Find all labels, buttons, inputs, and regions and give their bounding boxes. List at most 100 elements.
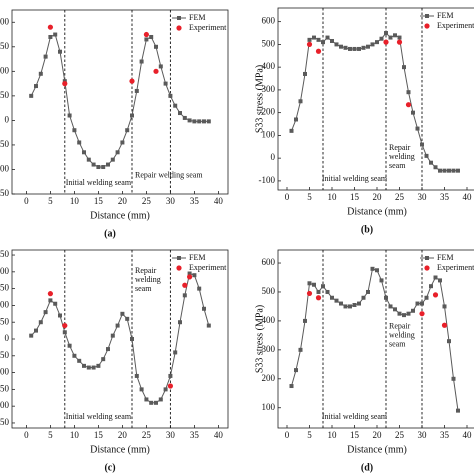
y-tick-label: 50 xyxy=(0,90,10,100)
fem-marker xyxy=(330,295,334,300)
fem-marker xyxy=(375,268,379,273)
series-line xyxy=(291,32,458,172)
fem-marker xyxy=(125,128,130,133)
fem-marker xyxy=(115,323,120,328)
y-tick-label: 200 xyxy=(262,107,276,117)
fem-marker xyxy=(307,281,312,286)
fem-marker xyxy=(433,275,438,280)
fem-marker xyxy=(34,328,38,333)
fem-marker xyxy=(53,32,58,37)
series-line xyxy=(30,33,209,168)
annotation: Repair xyxy=(389,321,411,330)
x-tick-label: 15 xyxy=(94,196,104,206)
annotation: Initial welding seam xyxy=(66,412,132,421)
panel-label: (b) xyxy=(361,224,373,235)
x-tick-label: 30 xyxy=(166,196,176,206)
fem-marker xyxy=(298,347,303,352)
y-tick-label: 100 xyxy=(262,402,276,412)
fem-marker xyxy=(357,46,361,51)
fem-marker xyxy=(334,42,339,47)
x-tick-label: 25 xyxy=(142,430,152,440)
fem-marker xyxy=(397,311,402,316)
fem-marker xyxy=(361,45,366,50)
fem-marker xyxy=(110,157,115,162)
experiment-marker xyxy=(315,48,322,54)
experiment-marker xyxy=(306,290,313,297)
fem-marker xyxy=(438,278,442,283)
annotation: Initial welding seam xyxy=(322,174,388,183)
fem-marker xyxy=(144,37,149,42)
fem-marker xyxy=(433,165,438,170)
fem-marker xyxy=(325,289,330,294)
fem-marker xyxy=(339,301,343,306)
fem-marker xyxy=(53,301,58,306)
fem-marker xyxy=(139,59,144,64)
x-axis-label: Distance (mm) xyxy=(90,444,150,455)
fem-marker xyxy=(144,397,149,402)
x-tick-label: 10 xyxy=(328,192,338,202)
annotation: Initial welding seam xyxy=(66,178,132,187)
fem-marker xyxy=(115,150,120,155)
fem-marker xyxy=(330,38,334,43)
legend-marker xyxy=(424,23,430,29)
fem-marker xyxy=(106,347,110,352)
panel-label: (a) xyxy=(104,228,116,239)
y-tick-label: -100 xyxy=(0,367,9,377)
x-tick-label: 5 xyxy=(48,430,53,440)
fem-marker xyxy=(411,110,415,115)
fem-marker xyxy=(110,333,115,338)
y-tick-label: 100 xyxy=(0,299,10,309)
x-tick-label: 30 xyxy=(418,430,428,440)
fem-marker xyxy=(343,45,348,50)
fem-marker xyxy=(343,304,348,309)
fem-marker xyxy=(375,40,379,45)
x-tick-label: 25 xyxy=(395,430,405,440)
plot-frame xyxy=(277,249,474,429)
fem-marker xyxy=(370,42,375,47)
annotation: welding xyxy=(389,152,415,161)
fem-marker xyxy=(149,400,154,405)
fem-marker xyxy=(334,298,339,303)
fem-marker xyxy=(43,310,48,315)
legend-marker xyxy=(176,25,182,31)
y-tick-label: 150 xyxy=(0,41,10,51)
fem-marker xyxy=(134,373,139,378)
x-axis-label: Distance (mm) xyxy=(347,444,407,455)
fem-marker xyxy=(163,81,168,86)
x-tick-label: 35 xyxy=(440,192,450,202)
legend-label: FEM xyxy=(437,253,453,262)
fem-marker xyxy=(451,376,456,381)
y-tick-label: 300 xyxy=(262,344,276,354)
annotation: Repair xyxy=(389,143,411,152)
plot-frame xyxy=(11,9,229,195)
fem-marker xyxy=(34,84,38,89)
fem-marker xyxy=(420,142,424,147)
fem-marker xyxy=(312,35,316,40)
fem-marker xyxy=(321,284,325,289)
fem-marker xyxy=(158,397,163,402)
fem-marker xyxy=(415,126,420,131)
x-tick-label: 35 xyxy=(440,430,450,440)
y-tick-label: -50 xyxy=(0,350,9,360)
experiment-marker xyxy=(315,295,322,301)
y-tick-label: 300 xyxy=(262,84,276,94)
fem-marker xyxy=(91,162,96,167)
fem-marker xyxy=(48,34,53,39)
fem-marker xyxy=(101,357,106,362)
fem-marker xyxy=(86,365,91,370)
fem-marker xyxy=(96,363,101,368)
fem-marker xyxy=(397,35,402,40)
fem-marker xyxy=(67,343,72,348)
fem-marker xyxy=(154,44,158,49)
series-line xyxy=(291,268,459,411)
x-tick-label: 20 xyxy=(373,192,383,202)
legend-marker xyxy=(425,14,429,18)
fem-marker xyxy=(134,88,139,93)
fem-marker xyxy=(442,304,447,309)
experiment-marker xyxy=(432,292,439,298)
fem-marker xyxy=(370,266,375,271)
y-tick-label: 0 xyxy=(5,114,10,124)
experiment-marker xyxy=(396,39,403,45)
fem-marker xyxy=(289,128,294,133)
annotation: Initial welding seam xyxy=(322,412,388,421)
